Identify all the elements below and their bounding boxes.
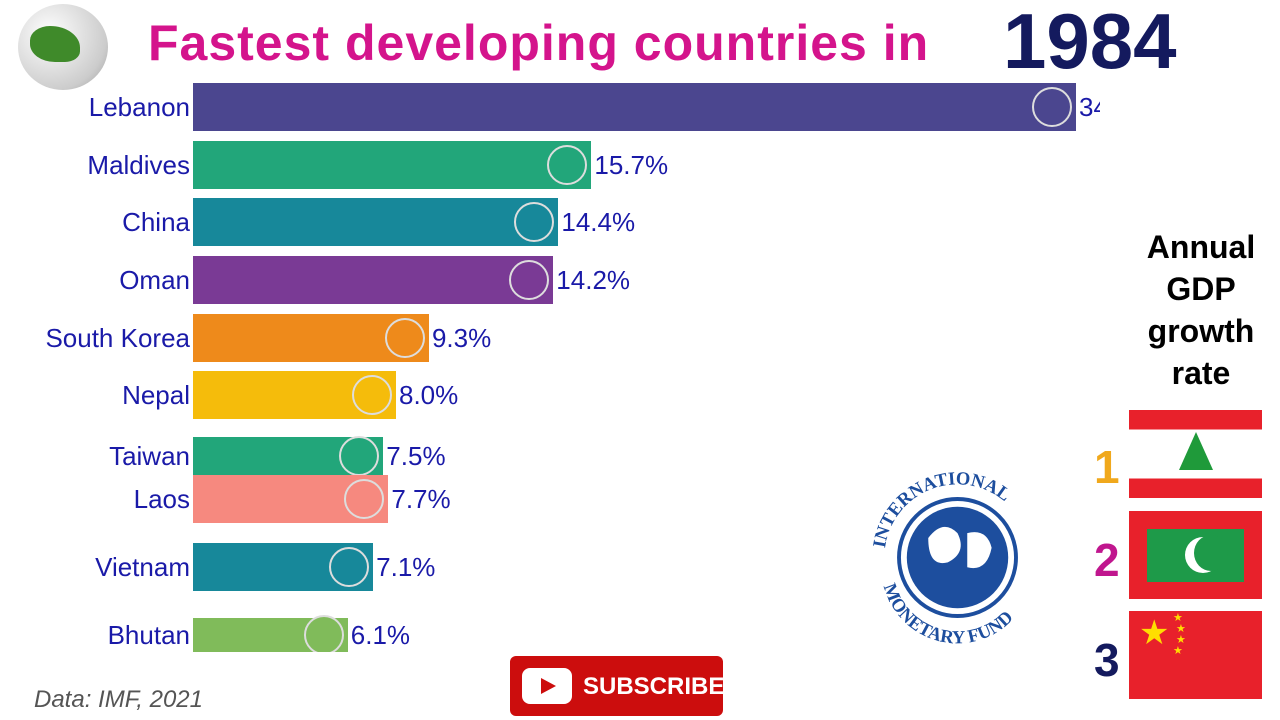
country-flag-icon [351,375,392,415]
asia-globe-icon [18,4,108,90]
category-label: Taiwan [109,441,190,471]
bar-row: Laos 7.7% [0,475,1100,523]
title-line: GDP [1166,271,1236,307]
rank-2: 2 [1094,534,1120,586]
bar-row: Nepal 8.0% [0,371,1100,419]
category-label: Nepal [122,380,190,410]
bar-row: Maldives 15.7% [0,141,1100,189]
country-flag-icon [547,145,588,185]
category-label: Lebanon [88,92,190,122]
bar [193,83,1076,131]
category-label: South Korea [45,323,190,353]
title-line: rate [1171,355,1231,391]
value-label: 7.5% [386,441,446,471]
bar-row: Lebanon 34.8% [0,83,1100,131]
rank-1: 1 [1094,441,1120,493]
maldives-flag-icon [1129,511,1262,599]
category-label: China [122,207,190,237]
category-label: Bhutan [107,620,190,650]
category-label: Oman [119,265,190,295]
bar-plot: Lebanon 34.8% Maldives 15.7% China 14.4% Om… [0,83,1100,652]
year-label: 1984 [1003,0,1177,85]
country-flag-icon [1032,87,1072,127]
bar-row: South Korea 9.3% [0,314,1100,362]
value-label: 6.1% [350,620,411,650]
category-label: Maldives [87,150,190,180]
title-line: Annual [1146,229,1256,265]
value-label: 14.4% [561,207,636,237]
value-label: 9.3% [431,323,492,353]
value-label: 7.7% [391,484,451,514]
bar-row: Oman 14.2% [0,256,1100,304]
country-flag-icon [514,202,555,242]
bar-row: Vietnam 7.1% [0,543,1100,591]
country-flag-icon [384,318,425,358]
value-label: 15.7% [594,150,669,180]
category-label: Vietnam [95,552,190,582]
title-line: growth [1147,313,1255,349]
youtube-play-icon [522,668,572,704]
country-flag-icon [329,547,370,587]
bar [193,256,554,304]
subscribe-label: SUBSCRIBE [583,673,725,700]
subscribe-button[interactable]: SUBSCRIBE [510,656,725,716]
value-label: 8.0% [398,380,459,410]
bar [193,141,592,189]
bar-row: Bhutan 6.1% [0,615,1100,652]
bar-row: Taiwan 7.5% [0,436,1100,476]
country-flag-icon [303,615,344,652]
category-label: Laos [133,484,190,514]
data-source: Data: IMF, 2021 [34,686,203,713]
lebanon-flag-icon [1129,410,1262,498]
side-panel-title: Annual GDP growth rate [1140,226,1262,394]
chart-title: Fastest developing countries in [148,15,930,71]
value-label: 34.8% [1079,92,1100,122]
value-label: 7.1% [376,552,436,582]
imf-logo: INTERNATIONAL MONETARY FUND [869,468,1018,649]
bar [193,198,559,246]
value-label: 14.2% [556,265,631,295]
china-flag-icon: ★ ★ ★ ★ ★ [1129,611,1262,699]
bar-row: China 14.4% [0,198,1100,246]
country-flag-icon [344,479,385,519]
rank-3: 3 [1094,634,1120,686]
country-flag-icon [509,260,550,300]
